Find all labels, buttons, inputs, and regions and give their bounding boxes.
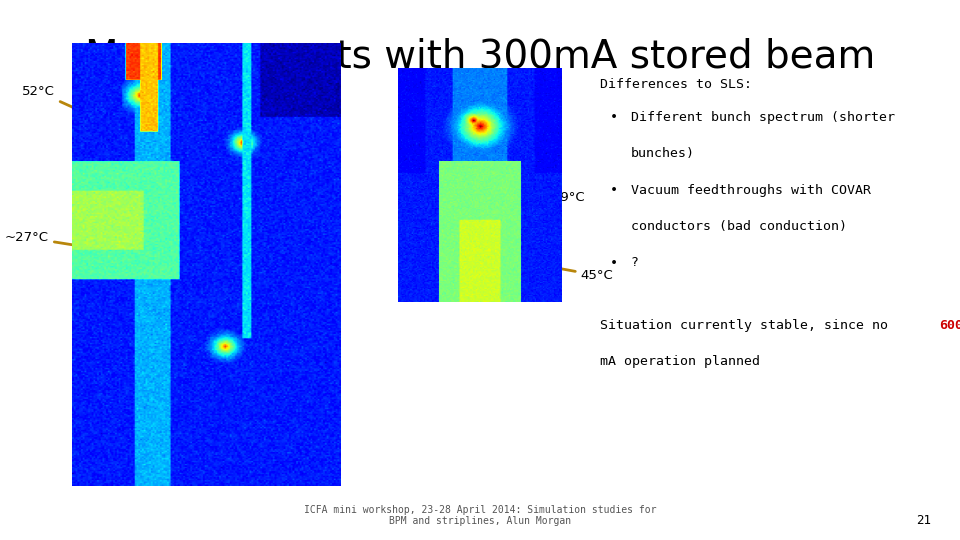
Text: Measurements with 300mA stored beam: Measurements with 300mA stored beam (84, 38, 876, 76)
Text: 69°C: 69°C (457, 188, 585, 204)
Text: •: • (610, 256, 617, 269)
Text: Vacuum feedthroughs with COVAR: Vacuum feedthroughs with COVAR (631, 184, 871, 197)
Text: ?: ? (631, 256, 638, 269)
Text: bunches): bunches) (631, 147, 695, 160)
Text: •: • (610, 111, 617, 124)
Text: 52°C: 52°C (22, 85, 105, 122)
Text: 45°C: 45°C (500, 255, 613, 282)
Text: 600: 600 (939, 319, 960, 332)
Text: mA operation planned: mA operation planned (600, 355, 760, 368)
Text: 55°C: 55°C (226, 309, 314, 369)
Text: ~27°C: ~27°C (498, 228, 542, 241)
Text: 21: 21 (916, 514, 931, 526)
Text: 66°C: 66°C (227, 96, 333, 141)
Text: Differences to SLS:: Differences to SLS: (600, 78, 752, 91)
Text: Different bunch spectrum (shorter: Different bunch spectrum (shorter (631, 111, 895, 124)
Text: •: • (610, 184, 617, 197)
Text: conductors (bad conduction): conductors (bad conduction) (631, 220, 847, 233)
Text: Situation currently stable, since no: Situation currently stable, since no (600, 319, 896, 332)
Text: ICFA mini workshop, 23-28 April 2014: Simulation studies for
BPM and striplines,: ICFA mini workshop, 23-28 April 2014: Si… (303, 505, 657, 526)
Text: ~27°C: ~27°C (5, 231, 124, 256)
